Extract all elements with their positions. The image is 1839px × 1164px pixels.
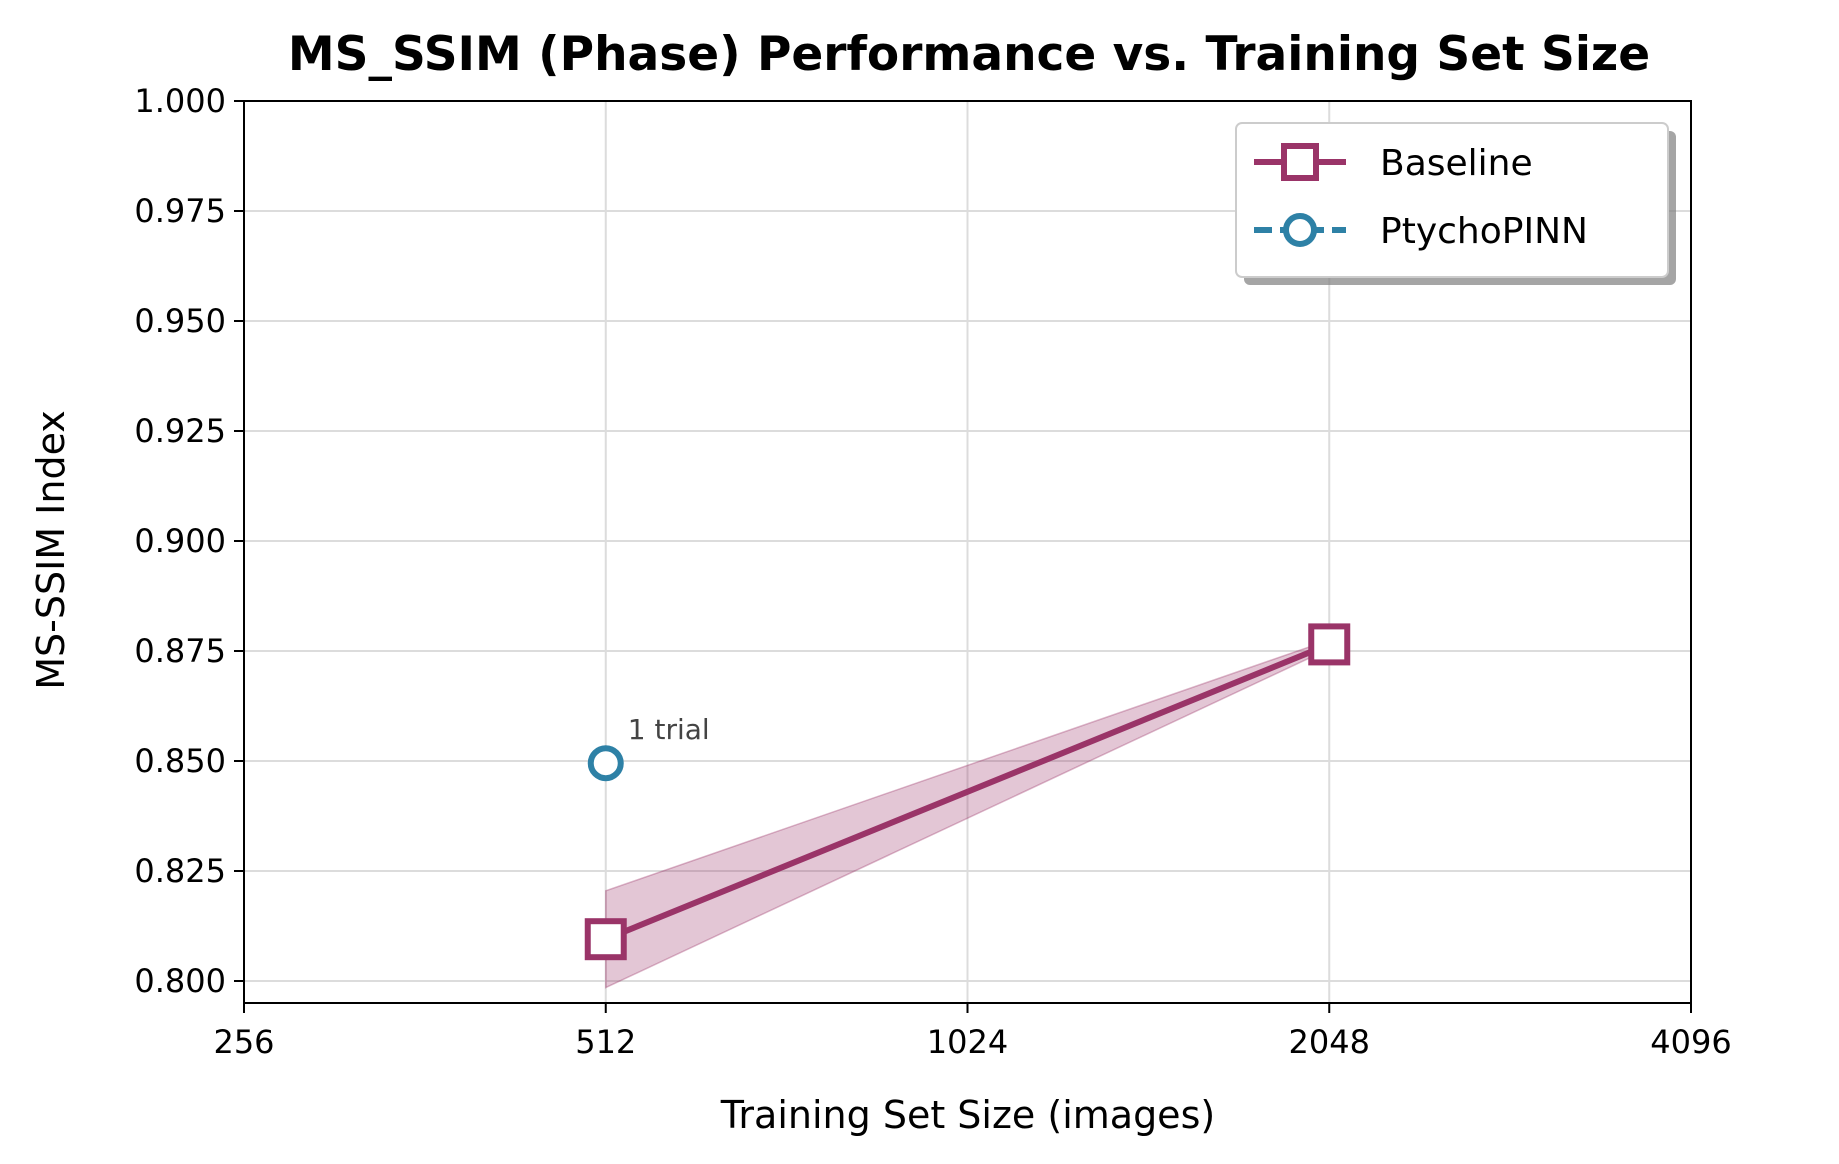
y-tick-label: 1.000 <box>134 82 226 120</box>
x-tick-label: 1024 <box>927 1023 1008 1061</box>
data-point-ptychopinn <box>587 745 624 782</box>
y-axis-ticks: 0.800 0.825 0.850 0.875 0.900 0.925 0.950 0.975… <box>134 82 244 1000</box>
x-tick-label: 2048 <box>1289 1023 1370 1061</box>
data-point-baseline <box>584 918 627 961</box>
series-lines <box>602 641 1333 943</box>
y-tick-label: 0.800 <box>134 962 226 1000</box>
x-tick-label: 256 <box>213 1023 274 1061</box>
chart-title: MS_SSIM (Phase) Performance vs. Training… <box>288 27 1650 82</box>
y-axis-label: MS-SSIM Index <box>29 410 73 690</box>
legend-label-baseline: Baseline <box>1380 143 1533 184</box>
annotation-label: 1 trial <box>628 713 710 746</box>
x-axis-ticks: 256 512 1024 2048 4096 <box>213 1003 1732 1061</box>
data-point-baseline <box>1308 623 1351 666</box>
legend-marker-baseline <box>1281 143 1319 181</box>
series-line-baseline <box>602 641 1333 943</box>
y-tick-label: 0.850 <box>134 742 226 780</box>
y-tick-label: 0.950 <box>134 302 226 340</box>
legend: Baseline PtychoPINN <box>1235 122 1676 285</box>
y-tick-label: 0.925 <box>134 412 226 450</box>
x-tick-label: 4096 <box>1650 1023 1731 1061</box>
x-tick-label: 512 <box>575 1023 636 1061</box>
x-axis-label: Training Set Size (images) <box>720 1093 1215 1137</box>
y-tick-label: 0.825 <box>134 852 226 890</box>
series-markers <box>584 623 1351 961</box>
legend-label-ptychopinn: PtychoPINN <box>1380 211 1588 252</box>
y-tick-label: 0.900 <box>134 522 226 560</box>
y-tick-label: 0.875 <box>134 632 226 670</box>
annotations: 1 trial <box>628 713 710 746</box>
legend-marker-ptychopinn <box>1283 213 1317 247</box>
y-tick-label: 0.975 <box>134 192 226 230</box>
